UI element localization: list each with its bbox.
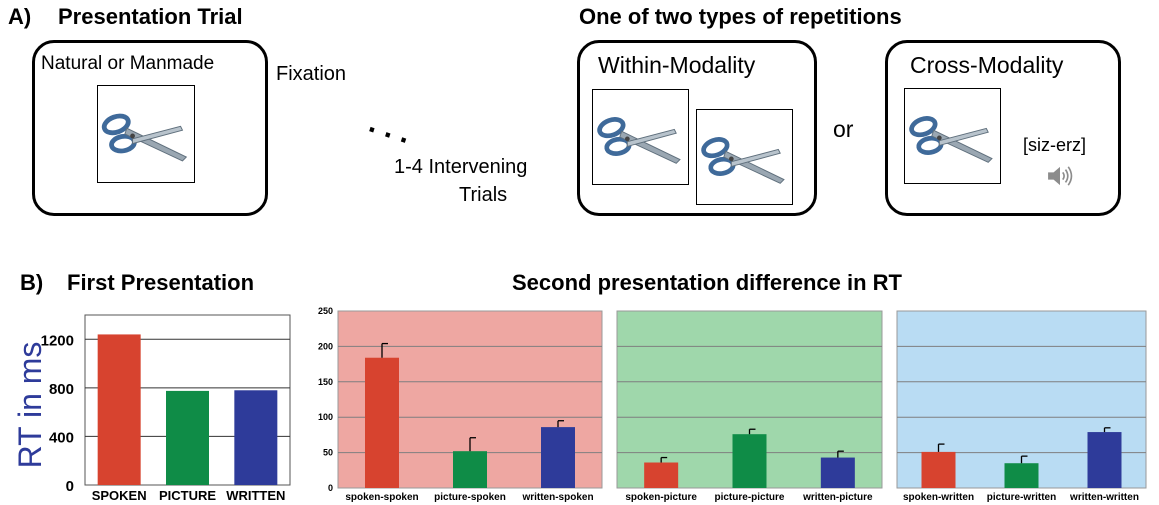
scissors-icon [701,137,785,184]
presentation-trial-title: Presentation Trial [58,4,243,29]
chart3-xtick-label: picture-picture [714,492,784,503]
panel-b-label: B) [20,270,44,295]
scissors-icon [101,113,188,162]
chart4-bar [921,451,956,488]
chart2-ytick-label: 150 [318,377,333,387]
chart1-bar [97,334,141,485]
spoken-word: [siz-erz] [1023,135,1086,155]
chart4-bar [1087,432,1122,488]
chart2-bar [365,357,399,488]
chart1-xtick-label: SPOKEN [92,488,147,503]
second-presentation-title: Second presentation difference in RT [512,270,902,295]
first-presentation-title: First Presentation [67,270,255,295]
chart2-bar [453,451,487,488]
cross-modality-label: Cross-Modality [910,52,1064,78]
scissors-icon [597,117,681,164]
repetitions-title: One of two types of repetitions [579,4,902,29]
chart2-xtick-label: spoken-spoken [345,492,418,503]
within-modality-label: Within-Modality [598,52,756,78]
within-modality-box: Within-Modality [577,40,817,216]
chart2-ytick-label: 0 [328,483,333,493]
chart1-bar [234,390,278,485]
chart2-xtick-label: picture-spoken [434,492,506,503]
panel-a-label: A) [8,4,32,29]
chart2-bar [541,427,575,488]
cross-modality-box: Cross-Modality [siz-erz] [885,40,1121,216]
chart1-bar [166,390,209,485]
chart2-ytick-label: 100 [318,412,333,422]
chart1-ylabel: RT in ms [12,342,48,469]
or-label: or [833,116,854,142]
chart4-bar [1004,463,1039,488]
chart2-ytick-label: 50 [323,448,333,458]
chart1-ytick-label: 0 [66,478,74,495]
chart3-bar [644,462,679,488]
chart1-ytick-label: 400 [49,429,74,446]
trial-image-frame [97,85,195,183]
chart4-xtick-label: picture-written [987,492,1056,503]
intervening-line1: 1-4 Intervening [394,156,528,178]
chart2-xtick-label: written-spoken [521,492,593,503]
chart1-ytick-label: 800 [49,381,74,398]
chart2-ytick-label: 200 [318,341,333,351]
speaker-icon [1048,166,1073,186]
presentation-trial-box: Natural or Manmade [32,40,268,216]
chart3-xtick-label: spoken-picture [625,492,697,503]
chart4-xtick-label: written-written [1069,492,1139,503]
trial-box-text: Natural or Manmade [41,53,215,74]
chart4-xtick-label: spoken-written [903,492,974,503]
chart3-xtick-label: written-picture [802,492,873,503]
chart1-xtick-label: PICTURE [159,488,216,503]
intervening-line2: Trials [459,184,508,206]
fixation-label: Fixation [276,63,347,85]
within-image-frame-2 [696,109,793,205]
chart3-bar [732,434,767,488]
chart2-ytick-label: 250 [318,306,333,316]
chart1-ytick-label: 1200 [41,332,74,349]
scissors-icon [909,116,993,163]
cross-image-frame [904,88,1001,184]
chart3-bar [820,457,855,488]
chart1-xtick-label: WRITTEN [226,488,285,503]
within-image-frame-1 [592,89,689,185]
